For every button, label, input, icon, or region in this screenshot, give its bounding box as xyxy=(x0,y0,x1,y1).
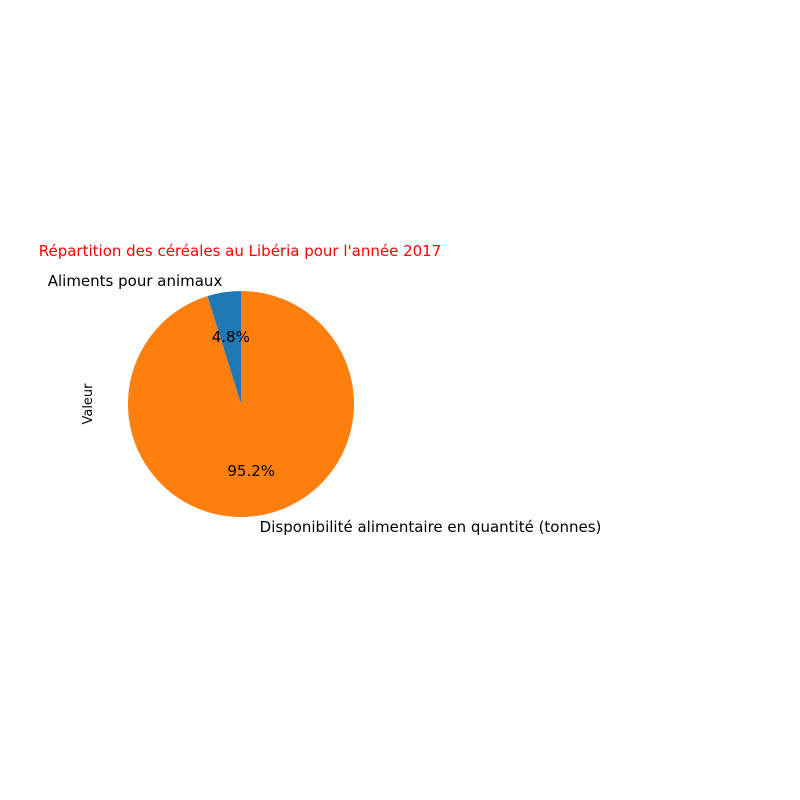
pie-slice-2 xyxy=(127,291,354,517)
slice-category-label-2: Disponibilité alimentaire en quantité (t… xyxy=(260,518,602,536)
pie-slices xyxy=(127,291,354,517)
pie-labels: 4.8% Aliments pour animaux 95.2% Disponibil… xyxy=(48,272,602,536)
slice-percent-label-2: 95.2% xyxy=(227,462,275,480)
slice-percent-label-1: 4.8% xyxy=(212,328,250,346)
slice-category-label-1: Aliments pour animaux xyxy=(48,272,223,290)
chart-title: Répartition des céréales au Libéria pour… xyxy=(39,242,442,260)
pie-slice-1 xyxy=(207,291,241,404)
y-axis-label: Valeur xyxy=(81,383,96,425)
